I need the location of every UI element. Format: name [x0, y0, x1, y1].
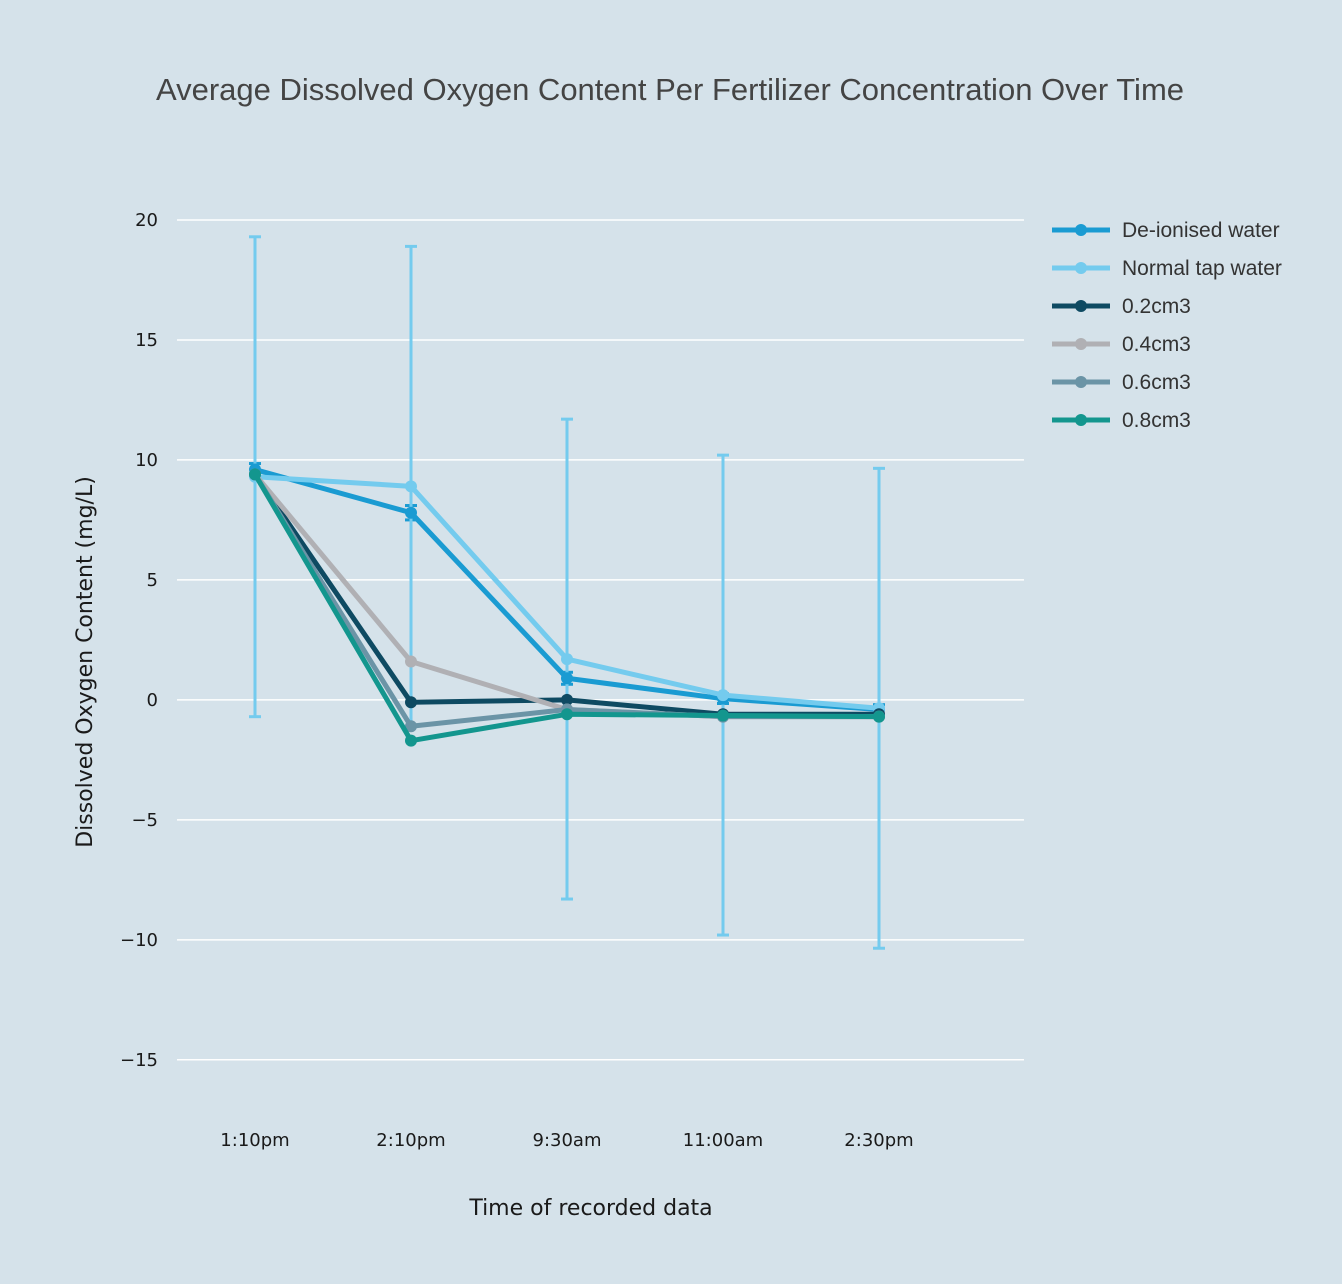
legend-swatch-marker: [1075, 338, 1087, 350]
chart-title: Average Dissolved Oxygen Content Per Fer…: [156, 72, 1184, 107]
legend-label: 0.6cm3: [1122, 371, 1191, 394]
legend[interactable]: De-ionised water Normal tap water 0.2cm3 0.…: [1052, 219, 1282, 432]
y-tick-label: −10: [120, 930, 158, 951]
data-point[interactable]: [405, 480, 417, 493]
x-tick-label: 9:30am: [533, 1130, 602, 1151]
legend-swatch-marker: [1075, 376, 1087, 388]
x-tick-label: 1:10pm: [220, 1130, 289, 1151]
y-tick-label: −5: [131, 810, 158, 831]
y-tick-label: 15: [135, 330, 158, 351]
legend-swatch-marker: [1075, 224, 1087, 236]
data-point[interactable]: [561, 708, 573, 721]
legend-item[interactable]: Normal tap water: [1052, 257, 1282, 280]
series-lines: [249, 463, 885, 747]
legend-label: 0.2cm3: [1122, 295, 1191, 318]
legend-item[interactable]: 0.2cm3: [1052, 295, 1191, 318]
legend-swatch-marker: [1075, 300, 1087, 312]
data-point[interactable]: [405, 696, 417, 709]
legend-label: Normal tap water: [1122, 257, 1282, 280]
legend-item[interactable]: 0.4cm3: [1052, 333, 1191, 356]
data-point[interactable]: [561, 653, 573, 666]
legend-swatch-marker: [1075, 414, 1087, 426]
legend-item[interactable]: 0.6cm3: [1052, 371, 1191, 394]
data-point[interactable]: [405, 734, 417, 747]
legend-item[interactable]: 0.8cm3: [1052, 409, 1191, 432]
error-bars: [249, 235, 885, 950]
data-point[interactable]: [405, 655, 417, 668]
y-tick-label: −15: [120, 1050, 158, 1071]
legend-label: 0.8cm3: [1122, 409, 1191, 432]
y-tick-label: 0: [147, 690, 158, 711]
y-tick-label: 5: [147, 570, 158, 591]
x-tick-label: 2:10pm: [376, 1130, 445, 1151]
data-point[interactable]: [561, 672, 573, 685]
legend-label: De-ionised water: [1122, 219, 1280, 242]
data-point[interactable]: [873, 710, 885, 723]
y-axis-label: Dissolved Oxygen Content (mg/L): [73, 476, 98, 848]
legend-label: 0.4cm3: [1122, 333, 1191, 356]
data-point[interactable]: [561, 693, 573, 706]
y-axis-ticks: 20 15 10 5 0 −5 −10 −15: [120, 210, 158, 1071]
legend-item[interactable]: De-ionised water: [1052, 219, 1280, 242]
x-tick-label: 11:00am: [683, 1130, 763, 1151]
data-point[interactable]: [717, 709, 729, 722]
data-point[interactable]: [405, 720, 417, 733]
legend-swatch-marker: [1075, 262, 1087, 274]
gridlines: [177, 219, 1024, 1061]
data-point[interactable]: [405, 506, 417, 519]
series-5: [249, 468, 885, 747]
x-tick-label: 2:30pm: [844, 1130, 913, 1151]
x-axis-ticks: 1:10pm 2:10pm 9:30am 11:00am 2:30pm: [220, 1130, 913, 1151]
y-tick-label: 20: [135, 210, 158, 231]
x-axis-label: Time of recorded data: [468, 1196, 712, 1221]
data-point[interactable]: [249, 468, 261, 481]
data-point[interactable]: [717, 689, 729, 702]
y-tick-label: 10: [135, 450, 158, 471]
